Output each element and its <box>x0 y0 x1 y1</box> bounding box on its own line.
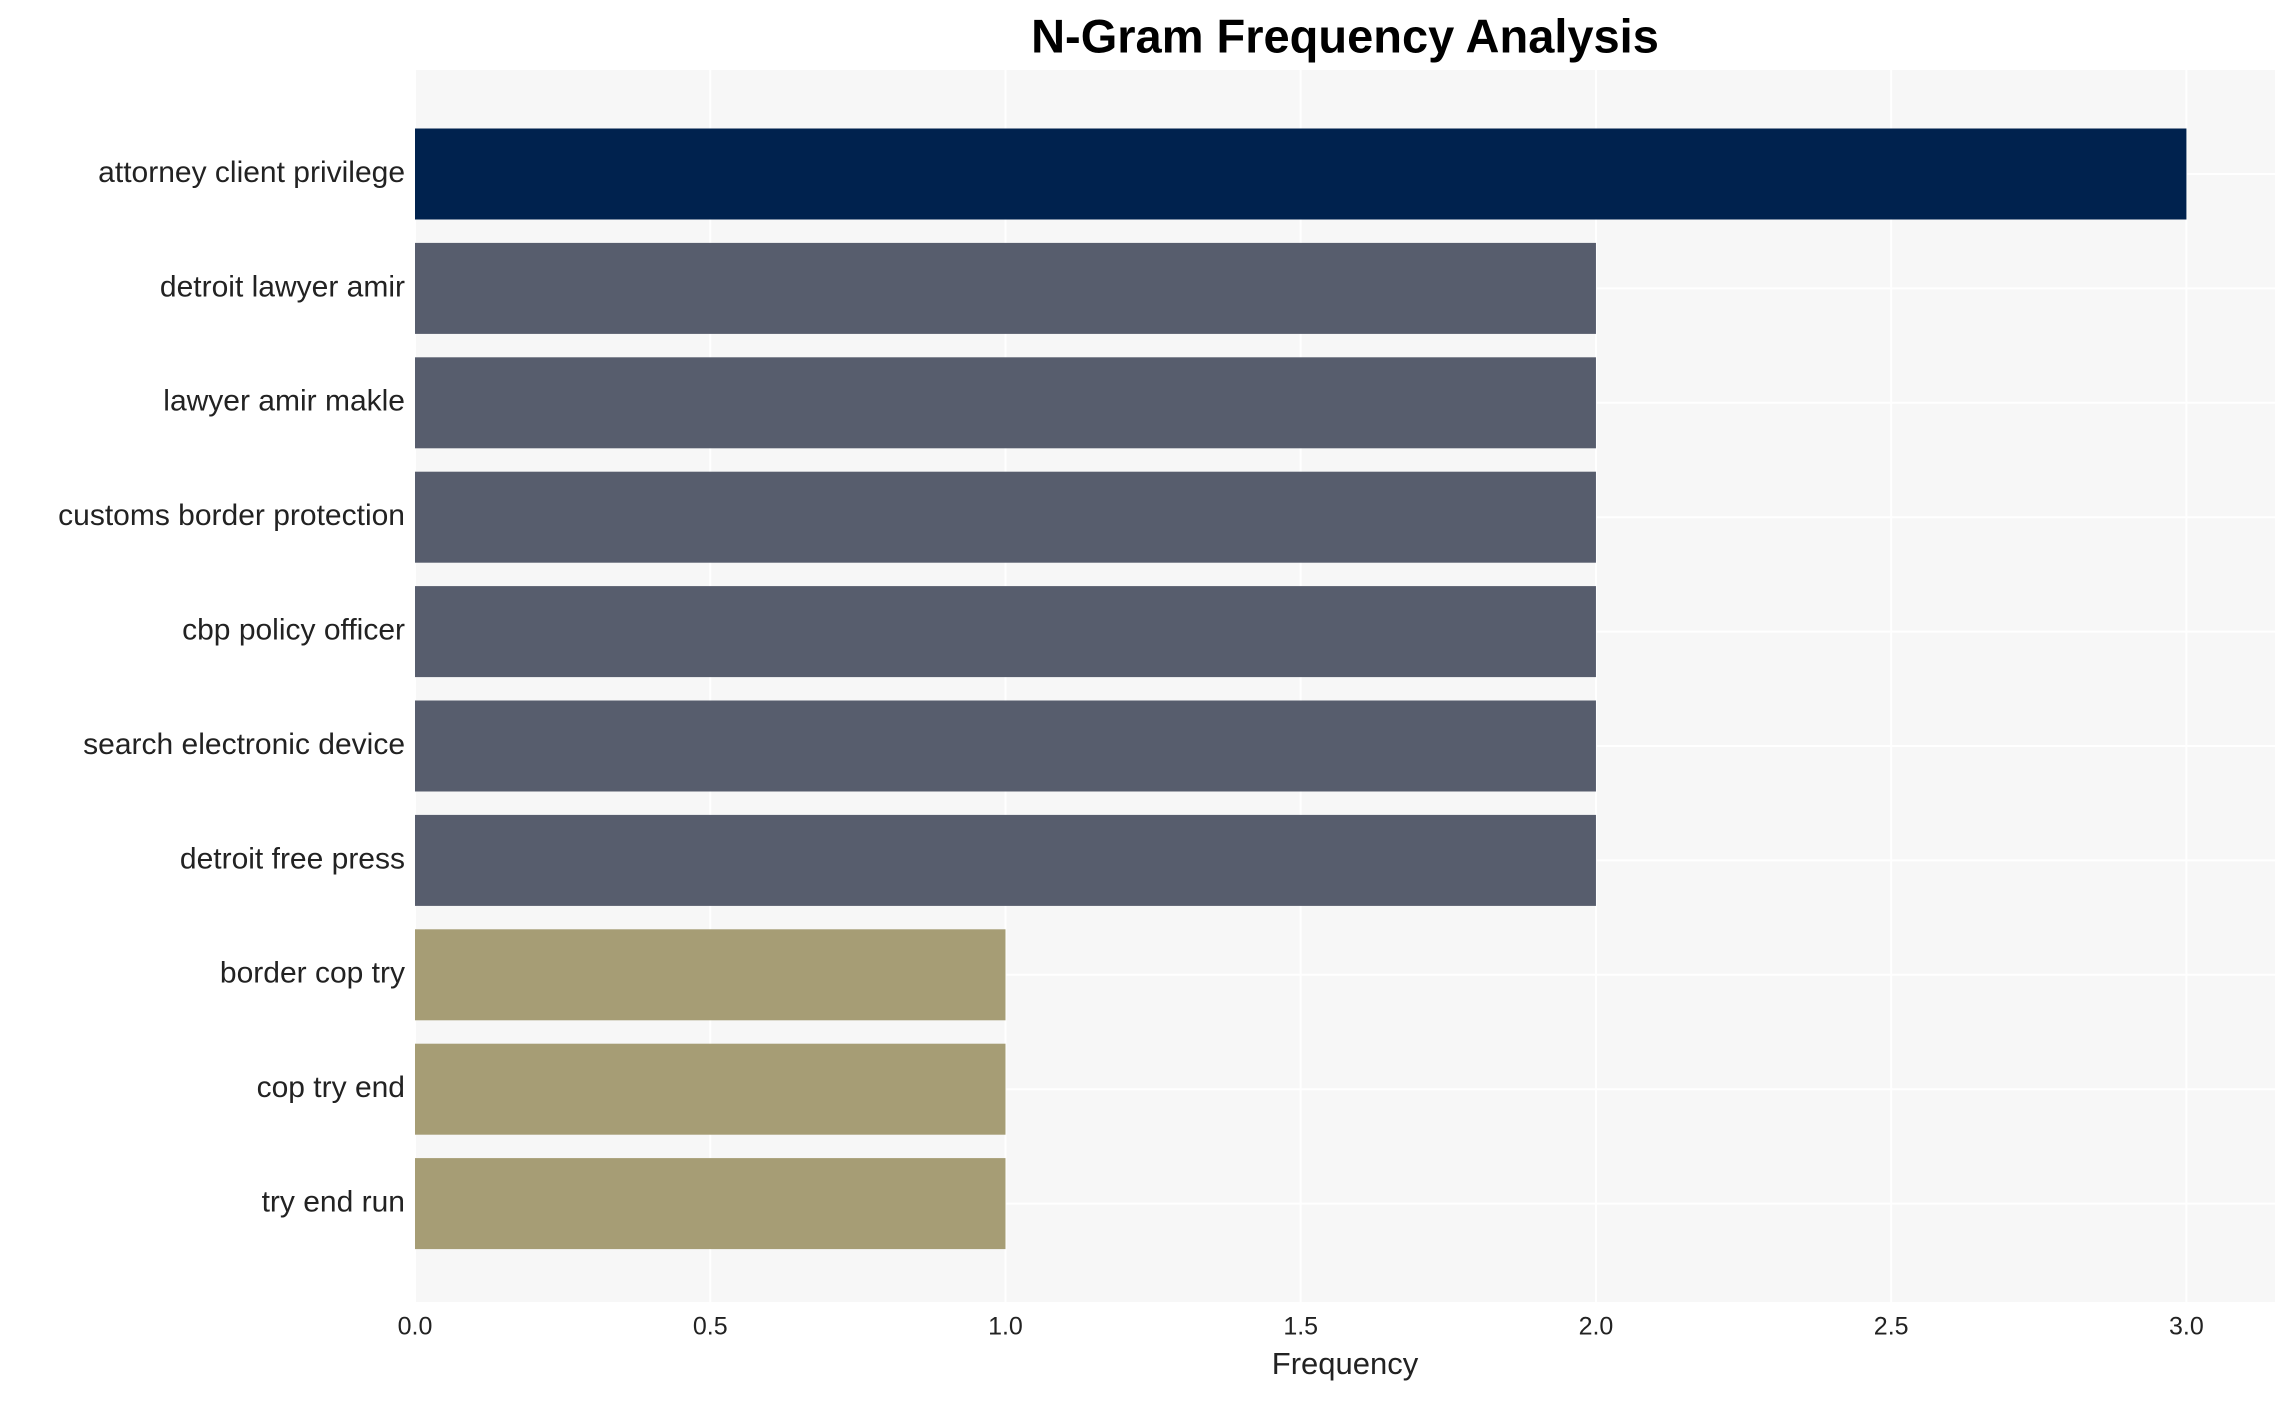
y-tick-label: try end run <box>262 1186 405 1219</box>
bar <box>415 586 1596 678</box>
x-axis-label: Frequency <box>1272 1346 1419 1381</box>
x-tick-label: 2.5 <box>1874 1313 1909 1341</box>
x-tick-label: 0.0 <box>398 1313 433 1341</box>
y-tick-label: attorney client privilege <box>98 156 405 189</box>
chart-title: N-Gram Frequency Analysis <box>1031 9 1659 62</box>
bar <box>415 1043 1006 1135</box>
bar <box>415 471 1596 563</box>
y-tick-label: detroit free press <box>180 842 405 875</box>
bar <box>415 242 1596 334</box>
bar <box>415 1158 1006 1250</box>
x-tick-label: 0.5 <box>693 1313 728 1341</box>
y-tick-label: cbp policy officer <box>182 614 405 647</box>
bar <box>415 128 2187 220</box>
y-tick-label: detroit lawyer amir <box>160 270 405 303</box>
x-tick-label: 3.0 <box>2169 1313 2204 1341</box>
y-tick-label: customs border protection <box>58 499 405 532</box>
y-tick-label: cop try end <box>257 1071 405 1104</box>
bar <box>415 700 1596 792</box>
x-tick-label: 1.0 <box>988 1313 1023 1341</box>
y-tick-label: border cop try <box>220 957 405 990</box>
y-tick-label: lawyer amir makle <box>163 385 405 418</box>
y-tick-label: search electronic device <box>83 728 405 761</box>
x-tick-label: 1.5 <box>1283 1313 1318 1341</box>
bar <box>415 929 1006 1021</box>
x-tick-label: 2.0 <box>1579 1313 1614 1341</box>
bar <box>415 357 1596 449</box>
bar <box>415 814 1596 906</box>
